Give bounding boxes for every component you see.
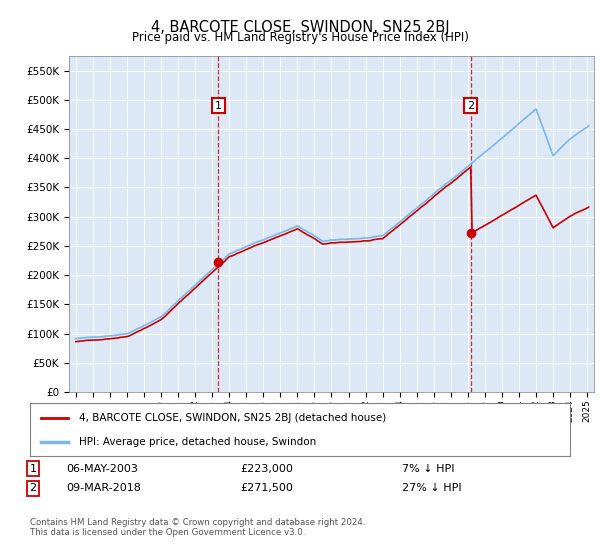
- Text: 7% ↓ HPI: 7% ↓ HPI: [402, 464, 455, 474]
- Text: £271,500: £271,500: [240, 483, 293, 493]
- Text: 2: 2: [29, 483, 37, 493]
- Text: HPI: Average price, detached house, Swindon: HPI: Average price, detached house, Swin…: [79, 436, 316, 446]
- Text: 1: 1: [29, 464, 37, 474]
- Text: £223,000: £223,000: [240, 464, 293, 474]
- Text: Price paid vs. HM Land Registry's House Price Index (HPI): Price paid vs. HM Land Registry's House …: [131, 31, 469, 44]
- Text: 1: 1: [215, 101, 222, 111]
- Text: Contains HM Land Registry data © Crown copyright and database right 2024.
This d: Contains HM Land Registry data © Crown c…: [30, 518, 365, 538]
- Text: 4, BARCOTE CLOSE, SWINDON, SN25 2BJ (detached house): 4, BARCOTE CLOSE, SWINDON, SN25 2BJ (det…: [79, 413, 386, 423]
- Text: 2: 2: [467, 101, 475, 111]
- Text: 4, BARCOTE CLOSE, SWINDON, SN25 2BJ: 4, BARCOTE CLOSE, SWINDON, SN25 2BJ: [151, 20, 449, 35]
- Text: 06-MAY-2003: 06-MAY-2003: [66, 464, 138, 474]
- Text: 09-MAR-2018: 09-MAR-2018: [66, 483, 141, 493]
- Text: 27% ↓ HPI: 27% ↓ HPI: [402, 483, 461, 493]
